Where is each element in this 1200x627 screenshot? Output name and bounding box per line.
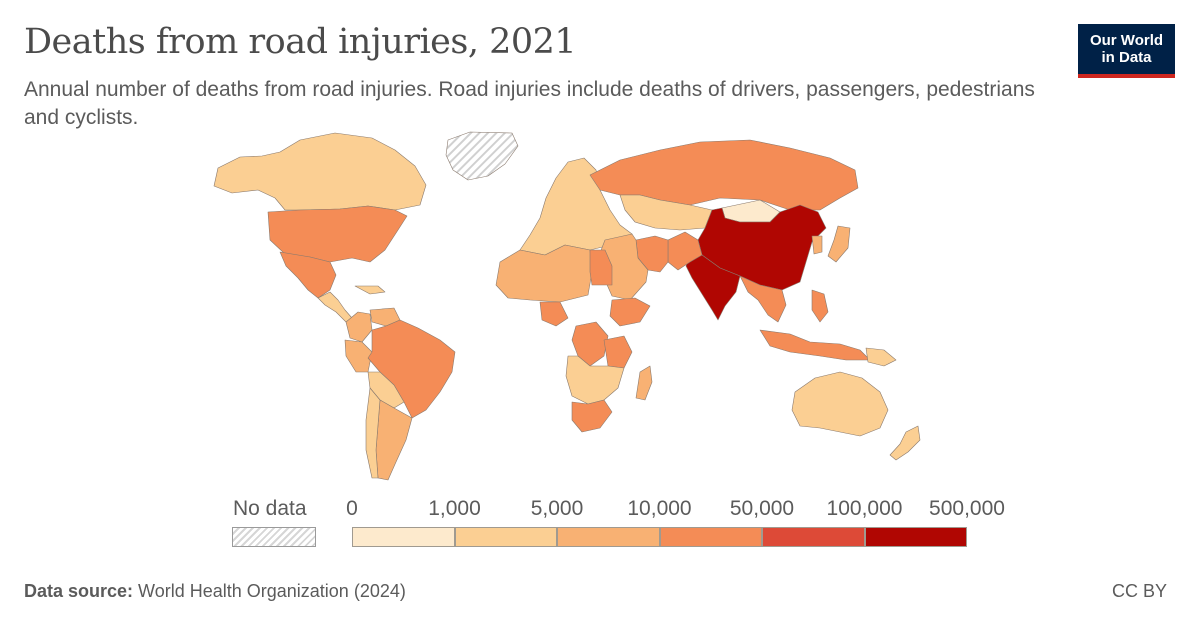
data-source: Data source: World Health Organization (… (24, 581, 406, 602)
map-region-greenland[interactable]: Greenland (445, 131, 519, 181)
map-region-tanzania[interactable]: Tanzania (603, 335, 633, 369)
map-region-southern-africa[interactable]: Southern Africa (565, 355, 625, 405)
map-region-korea[interactable]: Korea (811, 235, 823, 255)
map-region-pakistan[interactable]: Pakistan (667, 231, 703, 271)
map-region-brazil[interactable]: Brazil (367, 319, 456, 419)
map-region-indonesia[interactable]: Indonesia (759, 329, 871, 361)
legend-no-data-label: No data (233, 497, 307, 520)
logo-line-2: in Data (1101, 49, 1152, 66)
legend-tick-label: 50,000 (729, 497, 795, 520)
logo-line-1: Our World (1089, 32, 1164, 49)
legend-tick-label: 0 (346, 497, 358, 520)
legend-tick-label: 1,000 (428, 497, 481, 520)
legend-swatch-2[interactable] (557, 527, 660, 547)
legend-swatch-4[interactable] (762, 527, 865, 547)
map-region-australia[interactable]: Australia (791, 371, 889, 437)
map-region-papua-new-guinea[interactable]: Papua New Guinea (865, 347, 897, 367)
map-region-india[interactable]: India (685, 254, 741, 321)
map-region-south-africa[interactable]: South Africa (571, 399, 613, 433)
map-region-peru[interactable]: Peru (344, 339, 373, 373)
map-region-madagascar[interactable]: Madagascar (635, 365, 653, 401)
map-region-egypt[interactable]: Egypt (589, 249, 613, 286)
map-region-japan[interactable]: Japan (827, 225, 851, 263)
legend-swatch-5[interactable] (864, 527, 967, 547)
map-region-mexico[interactable]: Mexico (279, 251, 337, 299)
chart-title: Deaths from road injuries, 2021 (24, 22, 577, 62)
legend-swatch-0[interactable] (352, 527, 455, 547)
legend-no-data-swatch[interactable] (232, 527, 316, 547)
map-region-chile[interactable]: Chile (365, 387, 381, 479)
map-region-philippines[interactable]: Philippines (811, 289, 829, 323)
map-region-southeast-asia[interactable]: Southeast Asia (739, 275, 787, 323)
map-region-alaska-canada[interactable]: Alaska / Canada (213, 132, 427, 211)
data-source-text[interactable]: World Health Organization (2024) (133, 581, 406, 601)
license-link[interactable]: CC BY (1112, 581, 1168, 601)
data-source-label: Data source: (24, 581, 134, 601)
legend-swatch-1[interactable] (454, 527, 557, 547)
map-region-nigeria[interactable]: Nigeria (539, 301, 569, 327)
legend-tick-label: 5,000 (530, 497, 584, 520)
map-region-new-zealand[interactable]: New Zealand (889, 425, 921, 461)
legend-swatch-3[interactable] (659, 527, 762, 547)
legend-tick-label: 100,000 (826, 497, 903, 520)
chart-subtitle: Annual number of deaths from road injuri… (24, 78, 1035, 129)
map-region-ethiopia[interactable]: Ethiopia (609, 297, 651, 327)
map-region-north-africa[interactable]: North Africa (495, 244, 593, 303)
map-region-argentina[interactable]: Argentina (375, 399, 413, 481)
legend-tick-label: 10,000 (627, 497, 692, 520)
map-region-dr-congo[interactable]: DR Congo (571, 321, 609, 367)
legend-tick-label: 500,000 (929, 497, 1005, 520)
owid-logo[interactable]: Our World in Data (1078, 24, 1175, 78)
